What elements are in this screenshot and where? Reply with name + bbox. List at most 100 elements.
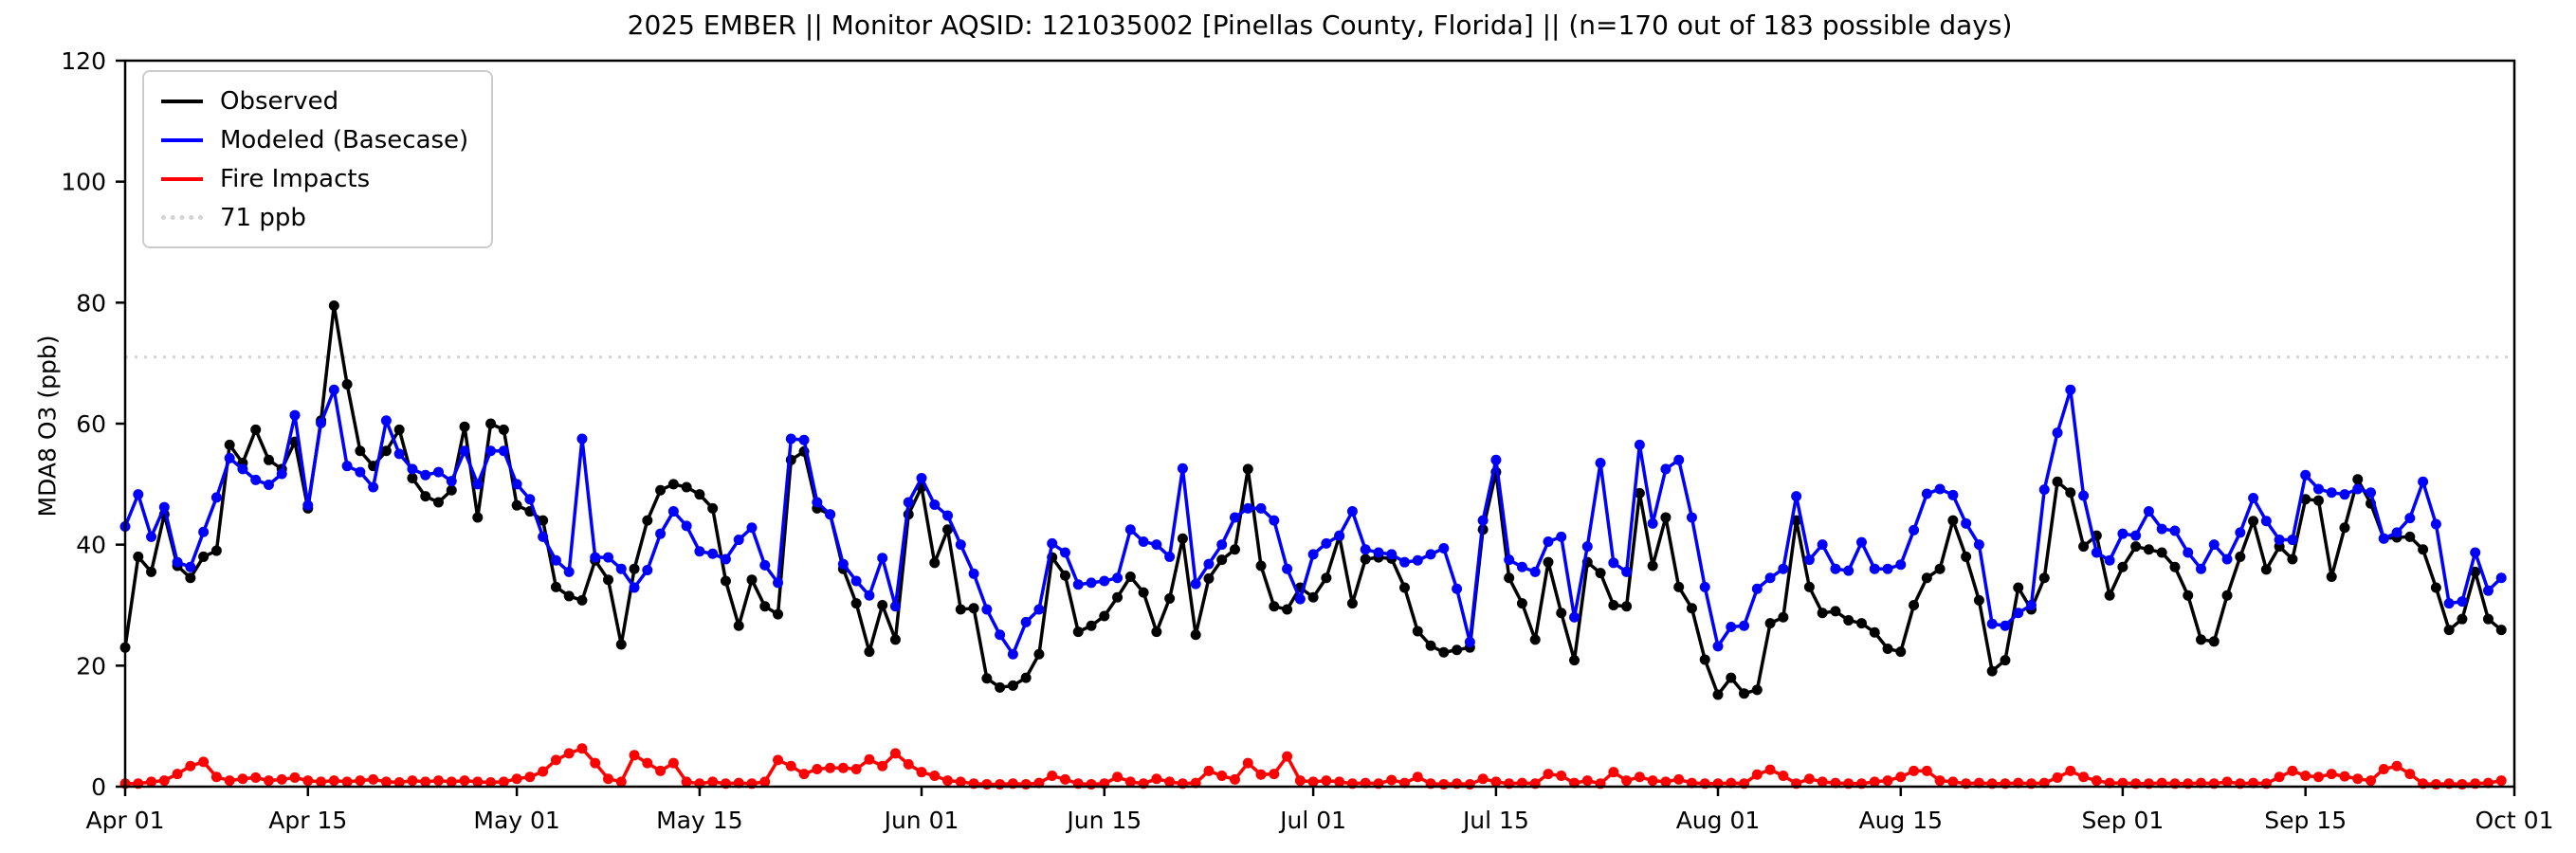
observed-point: [1112, 591, 1124, 603]
modeled-point: [563, 566, 575, 577]
modeled-point: [2025, 600, 2037, 610]
modeled-point: [1973, 539, 1984, 551]
fire-impacts-point: [995, 778, 1006, 789]
fire-impacts-point: [1751, 769, 1763, 780]
modeled-point: [2457, 596, 2468, 608]
modeled-point: [655, 528, 667, 539]
fire-impacts-point: [576, 743, 588, 754]
fire-impacts-point: [237, 773, 248, 785]
x-tick-label: Sep 01: [2081, 807, 2164, 834]
observed-point: [380, 445, 392, 457]
observed-point: [133, 551, 144, 562]
fire-impacts-point: [1477, 773, 1489, 785]
modeled-point: [2339, 489, 2350, 500]
modeled-point: [1438, 542, 1450, 554]
observed-point: [864, 646, 875, 658]
modeled-point: [2038, 484, 2050, 496]
fire-impacts-point: [929, 771, 941, 782]
modeled-point: [2404, 513, 2416, 524]
y-axis-label: MDA8 O3 (ppb): [33, 335, 62, 517]
modeled-point: [1164, 551, 1176, 562]
observed-point: [733, 620, 744, 631]
observed-point: [1425, 640, 1436, 651]
modeled-point: [1412, 554, 1423, 566]
fire-impacts-point: [1817, 776, 1828, 788]
fire-impacts-point: [785, 760, 796, 771]
fire-impacts-point: [798, 769, 810, 780]
fire-impacts-point: [1229, 773, 1240, 785]
fire-impacts-point: [380, 776, 392, 788]
fire-impacts-point: [1255, 769, 1267, 780]
modeled-point: [1726, 621, 1737, 632]
modeled-point: [1751, 583, 1763, 594]
modeled-point: [1791, 491, 1802, 502]
fire-impacts-point: [1124, 776, 1136, 788]
modeled-point: [968, 568, 979, 579]
observed-point: [746, 574, 758, 586]
modeled-point: [1399, 556, 1411, 568]
observed-point: [432, 497, 444, 508]
observed-point: [1452, 644, 1463, 656]
modeled-point: [158, 501, 170, 513]
modeled-point: [1020, 616, 1032, 627]
fire-impacts-point: [1803, 773, 1815, 785]
observed-point: [446, 484, 457, 496]
fire-impacts-point: [889, 748, 901, 759]
observed-point: [955, 604, 966, 615]
modeled-point: [2352, 483, 2364, 495]
observed-point: [1764, 618, 1776, 629]
modeled-point: [2248, 493, 2259, 504]
fire-impacts-point: [1660, 776, 1672, 788]
modeled-point: [1190, 578, 1201, 590]
legend-label-observed: Observed: [220, 86, 339, 116]
modeled-point: [146, 531, 157, 542]
fire-impacts-point: [198, 756, 210, 768]
modeled-point: [1216, 539, 1228, 551]
modeled-point: [1124, 524, 1136, 535]
modeled-point: [1529, 566, 1541, 577]
observed-point: [603, 574, 614, 586]
fire-impacts-point: [1882, 775, 1893, 787]
observed-point: [407, 472, 418, 483]
modeled-point: [380, 415, 392, 426]
fire-impacts-point: [2300, 771, 2311, 782]
modeled-point: [1255, 502, 1267, 514]
y-tick-label: 0: [91, 773, 106, 801]
observed-point: [1673, 581, 1685, 592]
observed-point: [2117, 561, 2128, 572]
observed-line: [123, 303, 2503, 697]
modeled-point: [2104, 554, 2115, 566]
fire-impacts-point: [289, 771, 301, 783]
observed-point: [1177, 533, 1188, 544]
observed-point: [563, 590, 575, 602]
modeled-point: [720, 554, 731, 565]
observed-point: [968, 603, 979, 614]
observed-point: [1556, 608, 1567, 619]
observed-point: [185, 572, 196, 584]
observed-point: [1124, 571, 1136, 582]
fire-impacts-point: [1543, 769, 1554, 780]
modeled-point: [2443, 598, 2455, 609]
modeled-point: [1177, 463, 1188, 474]
observed-point: [1099, 610, 1110, 622]
fire-impacts-point: [368, 773, 379, 785]
modeled-point: [995, 629, 1006, 641]
observed-point: [1986, 665, 1998, 677]
modeled-point: [1464, 636, 1475, 647]
modeled-point: [407, 463, 418, 475]
observed-point: [210, 545, 222, 556]
fire-impacts-point: [1282, 751, 1293, 762]
observed-point: [2235, 551, 2246, 562]
modeled-point: [1086, 577, 1097, 589]
fire-impacts-point: [511, 773, 522, 785]
modeled-point: [2221, 554, 2233, 565]
observed-point: [1346, 598, 1358, 609]
fire-impacts-point: [2287, 765, 2298, 776]
fire-impacts-point: [1047, 771, 1058, 782]
observed-point: [720, 575, 731, 587]
observed-point: [146, 566, 157, 577]
modeled-point: [825, 509, 836, 520]
fire-impacts-point: [158, 775, 170, 787]
legend-label-fire-impacts: Fire Impacts: [220, 164, 371, 193]
observed-point: [1634, 487, 1645, 499]
